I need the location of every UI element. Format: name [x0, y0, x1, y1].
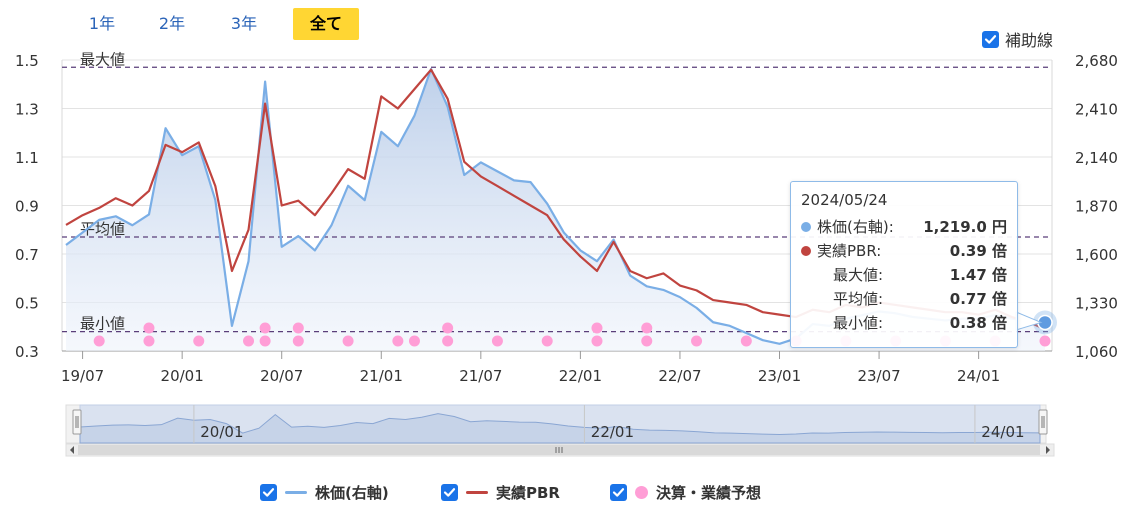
legend-line-swatch — [285, 491, 307, 494]
event-marker — [259, 322, 271, 334]
y-left-tick: 0.3 — [15, 343, 39, 361]
y-right-tick: 1,330 — [1075, 295, 1118, 313]
event-marker — [193, 335, 205, 347]
event-marker — [408, 335, 420, 347]
y-left-tick: 1.1 — [15, 149, 39, 167]
tooltip-value: 1.47 倍 — [949, 266, 1007, 284]
event-marker — [442, 335, 454, 347]
legend-label: 株価(右軸) — [315, 484, 389, 502]
navigator-tick: 22/01 — [591, 423, 634, 441]
navigator-handle-right[interactable] — [1038, 409, 1048, 435]
event-marker — [392, 335, 404, 347]
x-tick-label: 21/01 — [360, 367, 403, 385]
y-right-tick: 2,140 — [1075, 149, 1118, 167]
tab-0[interactable]: 1年 — [88, 14, 116, 33]
legend: 株価(右軸) 実績PBR 決算・業績予想 — [0, 482, 1140, 506]
y-left-tick: 0.5 — [15, 295, 39, 313]
reference-label: 最大値 — [80, 50, 125, 68]
reference-label: 最小値 — [80, 315, 125, 333]
x-tick-label: 23/01 — [758, 367, 801, 385]
x-tick-label: 20/01 — [161, 367, 204, 385]
navigator-tick: 24/01 — [981, 423, 1024, 441]
checkbox-checked-icon[interactable] — [982, 30, 999, 48]
legend-item[interactable]: 株価(右軸) — [260, 482, 389, 503]
tooltip-date: 2024/05/24 — [801, 191, 888, 209]
navigator-tick: 20/01 — [200, 423, 243, 441]
x-tick-label: 24/01 — [957, 367, 1000, 385]
checkbox-checked-icon[interactable] — [610, 484, 627, 501]
event-marker — [591, 322, 603, 334]
x-tick-label: 20/07 — [260, 367, 303, 385]
event-marker — [691, 335, 703, 347]
event-marker — [442, 322, 454, 334]
y-left-tick: 1.3 — [15, 101, 39, 119]
tooltip-row: 平均値: 0.77 倍 — [801, 288, 1007, 310]
price-area — [66, 68, 1045, 352]
tooltip-label: 最小値: — [833, 314, 884, 332]
event-marker — [342, 335, 354, 347]
tooltip-row: 最小値: 0.38 倍 — [801, 312, 1007, 334]
event-marker — [243, 335, 255, 347]
event-marker — [292, 335, 304, 347]
event-marker — [641, 322, 653, 334]
event-marker — [1039, 335, 1051, 347]
tooltip-value: 1,219.0 円 — [923, 218, 1007, 236]
y-left-tick: 1.5 — [15, 52, 39, 70]
scroll-left-icon[interactable] — [70, 446, 74, 454]
legend-label: 実績PBR — [496, 484, 560, 502]
y-right-tick: 2,410 — [1075, 101, 1118, 119]
tab-3[interactable]: 全て — [293, 8, 359, 40]
series-dot-icon — [801, 246, 811, 256]
legend-label: 決算・業績予想 — [656, 484, 762, 502]
y-right-tick: 1,060 — [1075, 343, 1118, 361]
event-marker — [143, 322, 155, 334]
pbr-chart: 1.5 2,680 1.3 2,410 1.1 2,140 0.9 1,870 0.7 1,600… — [15, 50, 1118, 457]
navigator-handle-left[interactable] — [72, 409, 82, 435]
tooltip-label: 最大値: — [833, 266, 884, 284]
tooltip-label: 平均値: — [833, 290, 884, 308]
legend-dot-swatch — [635, 486, 648, 499]
y-right-tick: 2,680 — [1075, 52, 1118, 70]
tooltip-label: 実績PBR: — [817, 242, 882, 260]
legend-item[interactable]: 決算・業績予想 — [610, 482, 761, 503]
tab-1[interactable]: 2年 — [158, 14, 186, 33]
x-tick-label: 23/07 — [857, 367, 900, 385]
tooltip: 2024/05/24 株価(右軸): 1,219.0 円実績PBR: 0.39 倍最… — [790, 181, 1018, 348]
event-marker — [541, 335, 553, 347]
y-left-tick: 0.7 — [15, 246, 39, 264]
series-dot-icon — [801, 222, 811, 232]
event-marker — [740, 335, 752, 347]
tab-2[interactable]: 3年 — [230, 14, 258, 33]
aux-lines-label: 補助線 — [1005, 31, 1054, 50]
y-right-tick: 1,870 — [1075, 198, 1118, 216]
tooltip-value: 0.77 倍 — [949, 290, 1007, 308]
x-tick-label: 21/07 — [459, 367, 502, 385]
event-marker — [259, 335, 271, 347]
tooltip-value: 0.39 倍 — [949, 242, 1007, 260]
y-right-tick: 1,600 — [1075, 246, 1118, 264]
legend-item[interactable]: 実績PBR — [441, 482, 560, 503]
event-marker — [491, 335, 503, 347]
event-marker — [143, 335, 155, 347]
tooltip-label: 株価(右軸): — [817, 218, 894, 236]
checkbox-checked-icon[interactable] — [260, 484, 277, 501]
checkbox-checked-icon[interactable] — [441, 484, 458, 501]
event-marker — [591, 335, 603, 347]
event-marker — [93, 335, 105, 347]
tooltip-value: 0.38 倍 — [949, 314, 1007, 332]
scroll-right-icon[interactable] — [1046, 446, 1050, 454]
legend-line-swatch — [466, 491, 488, 494]
y-left-tick: 0.9 — [15, 198, 39, 216]
aux-lines-toggle[interactable]: 補助線 — [982, 29, 1054, 50]
event-marker — [641, 335, 653, 347]
x-tick-label: 22/07 — [658, 367, 701, 385]
tooltip-row: 株価(右軸): 1,219.0 円 — [801, 216, 1007, 238]
x-tick-label: 22/01 — [559, 367, 602, 385]
x-tick-label: 19/07 — [61, 367, 104, 385]
event-marker — [292, 322, 304, 334]
tooltip-row: 実績PBR: 0.39 倍 — [801, 240, 1007, 262]
tooltip-row: 最大値: 1.47 倍 — [801, 264, 1007, 286]
